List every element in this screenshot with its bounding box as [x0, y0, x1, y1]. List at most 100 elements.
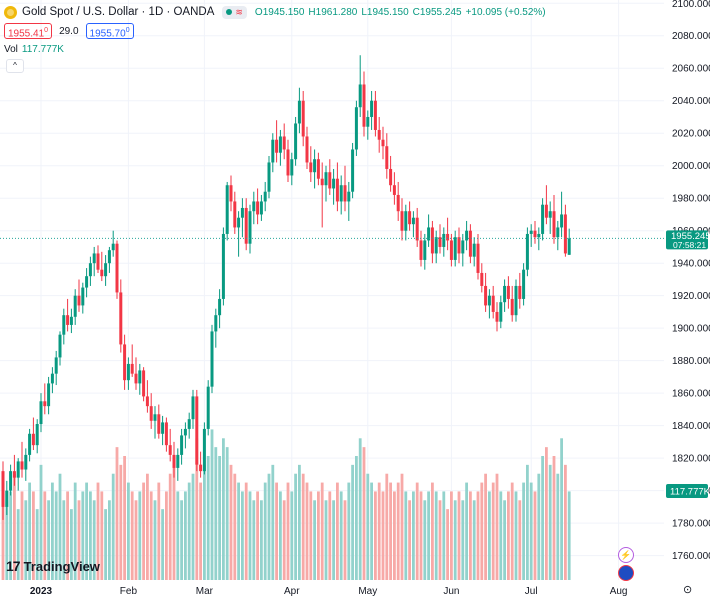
candle-body [134, 373, 138, 384]
volume-bar [567, 491, 571, 580]
candle-body [518, 285, 522, 299]
candle-body [210, 331, 214, 387]
candle-body [24, 454, 28, 470]
volume-bar [225, 447, 229, 580]
candle-body [73, 295, 77, 317]
candle-body [161, 422, 165, 434]
candle-body [20, 461, 24, 470]
volume-bar [533, 491, 537, 580]
candle-body [256, 201, 260, 215]
volume-bar [294, 473, 297, 580]
volume-legend[interactable]: Vol 117.777K [4, 44, 64, 55]
volume-bar [32, 491, 35, 580]
volume-bar [13, 473, 16, 580]
volume-bar [172, 464, 176, 580]
volume-bar [374, 491, 377, 580]
volume-bar [541, 456, 544, 580]
volume-bar [176, 491, 180, 580]
volume-bar [157, 482, 161, 580]
volume-bar [434, 491, 438, 580]
volume-bar [556, 473, 560, 580]
buy-button[interactable]: 1955.700 [85, 23, 134, 40]
volume-bar [237, 482, 240, 580]
candle-body [157, 414, 161, 434]
price-tick-label: 2000.000 [672, 161, 710, 172]
volume-bar [195, 438, 199, 580]
market-status[interactable]: ≋ [222, 5, 247, 19]
candle-body [324, 172, 328, 186]
volume-bar [229, 464, 233, 580]
spread-value: 29.0 [59, 25, 79, 37]
volume-bar [484, 473, 487, 580]
collapse-legend-button[interactable]: ^ [6, 59, 24, 73]
volume-bar [332, 500, 335, 580]
close-value: C1955.245 [412, 6, 462, 18]
price-tick-label: 2020.000 [672, 129, 710, 140]
volume-bar [244, 482, 248, 580]
tradingview-logo[interactable]: 17 TradingView [6, 558, 100, 574]
volume-bar [427, 491, 430, 580]
volume-bar [252, 500, 256, 580]
candle-body [88, 263, 92, 277]
wave-icon: ≋ [235, 6, 243, 17]
candle-body [362, 84, 366, 127]
candle-body [457, 237, 461, 254]
volume-bar [442, 491, 446, 580]
candle-body [187, 419, 191, 429]
candle-body [96, 253, 100, 270]
candlesticks [1, 55, 571, 520]
time-tick-label: Aug [610, 586, 628, 597]
candle-body [66, 315, 70, 325]
volume-label: Vol [4, 44, 18, 55]
time-tick-label: Feb [120, 586, 138, 597]
settings-icon[interactable]: ⊙ [683, 584, 693, 596]
volume-bar [324, 500, 328, 580]
ask-price: 1955.70 [89, 28, 126, 40]
candle-body [12, 471, 16, 478]
volume-value-text: 117.777K [670, 487, 710, 498]
candle-body [172, 454, 176, 468]
sell-button[interactable]: 1955.410 [4, 23, 53, 39]
price-axis[interactable]: 2100.000 2080.000 2060.000 2040.000 2020.000… [666, 0, 710, 562]
lightning-icon[interactable]: ⚡ [618, 547, 634, 563]
volume-bar [290, 491, 294, 580]
volume-bar [96, 482, 100, 580]
time-tick-label: 2023 [30, 586, 53, 597]
candle-body [370, 100, 374, 117]
candle-body [377, 129, 381, 140]
volume-bar [142, 482, 145, 580]
volume-bar [130, 491, 134, 580]
time-tick-label: Apr [284, 586, 300, 597]
symbol-title[interactable]: Gold Spot / U.S. Dollar · 1D · OANDA [22, 6, 215, 18]
candle-body [104, 263, 108, 277]
candle-body [214, 315, 218, 332]
volume-bar [134, 500, 138, 580]
candle-body [495, 311, 499, 322]
volume-bar [153, 500, 157, 580]
volume-bar [180, 500, 183, 580]
volume-bar [317, 491, 320, 580]
volume-bar [351, 464, 354, 580]
volume-bar [206, 456, 210, 580]
candle-body [183, 428, 187, 436]
flag-icon[interactable] [618, 565, 634, 581]
price-tick-label: 1900.000 [672, 324, 710, 335]
candle-body [316, 159, 320, 179]
price-tick-label: 2080.000 [672, 31, 710, 42]
candle-body [510, 298, 514, 316]
volume-bar [256, 491, 259, 580]
volume-bar [51, 482, 54, 580]
candle-body [491, 295, 495, 312]
candle-body [16, 461, 20, 478]
volume-bar [499, 491, 503, 580]
candle-body [153, 414, 157, 421]
candle-body [271, 139, 275, 163]
change-value: +10.095 (+0.52%) [465, 6, 546, 18]
candle-body [301, 100, 305, 137]
candle-body [263, 191, 267, 202]
candle-body [286, 149, 290, 176]
volume-bar [5, 500, 9, 580]
candle-body [123, 344, 127, 381]
time-axis[interactable]: 2023 Feb Mar Apr May Jun Jul Aug [30, 586, 628, 597]
